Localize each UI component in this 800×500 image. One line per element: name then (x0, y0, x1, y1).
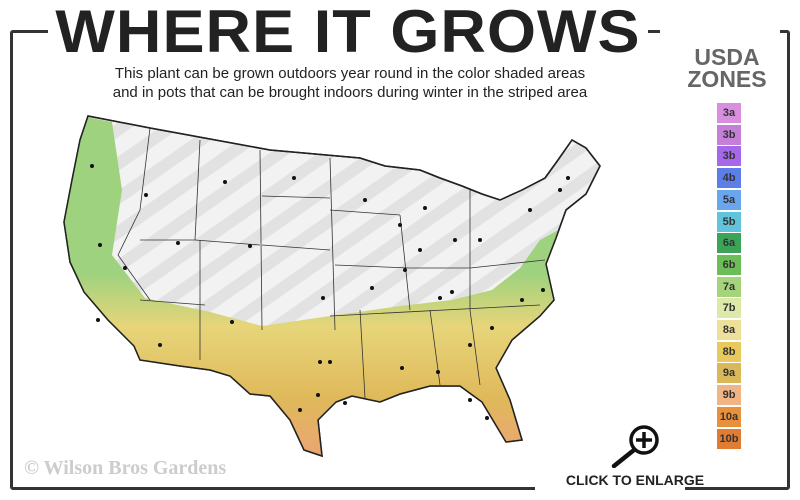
subtitle-line-2: and in pots that can be brought indoors … (112, 84, 588, 101)
legend-zone-10b: 10b (717, 428, 741, 449)
city-dot (321, 296, 325, 300)
state-border-line (329, 304, 541, 317)
city-dot (292, 176, 296, 180)
enlarge-background (535, 470, 685, 500)
copyright-watermark: © Wilson Bros Gardens (24, 457, 227, 479)
legend-zone-5b: 5b (717, 211, 741, 232)
city-dot (400, 366, 404, 370)
city-dot (398, 223, 402, 227)
page-title: WHERE IT GROWS (55, 0, 641, 65)
legend-zone-3a: 3a (717, 103, 741, 123)
city-dot (453, 238, 457, 242)
city-dots (90, 164, 570, 420)
city-dot (450, 290, 454, 294)
city-dot (485, 416, 489, 420)
state-border-line (469, 259, 546, 269)
legend-title-line-1: USDA (694, 44, 760, 70)
city-dot (176, 241, 180, 245)
city-dot (528, 208, 532, 212)
us-border (63, 115, 601, 458)
state-border-line (194, 139, 201, 241)
city-dot (566, 176, 570, 180)
title-background (48, 0, 648, 40)
subtitle: This plant can be grown outdoors year ro… (40, 64, 660, 102)
state-border-line (139, 299, 206, 306)
legend-zone-10a: 10a (717, 406, 741, 427)
city-dot (520, 298, 524, 302)
legend-title: USDA ZONES (672, 44, 782, 92)
city-dot (98, 243, 102, 247)
state-border-line (261, 195, 331, 199)
zoom-in-icon[interactable] (608, 422, 664, 468)
city-dot (468, 343, 472, 347)
state-border-line (329, 157, 336, 331)
city-dot (123, 266, 127, 270)
city-dot (230, 320, 234, 324)
legend-zone-9a: 9a (717, 363, 741, 384)
legend-zone-6a: 6a (717, 233, 741, 254)
city-dot (298, 408, 302, 412)
legend-zone-9b: 9b (717, 385, 741, 406)
state-border-line (334, 264, 411, 269)
legend-zone-3b: 3b (717, 124, 741, 145)
city-dot (90, 164, 94, 168)
city-dot (316, 393, 320, 397)
legend-zone-4b: 4b (717, 168, 741, 189)
state-border-line (139, 127, 151, 211)
legend-background (660, 20, 780, 50)
state-border-line (117, 254, 151, 301)
legend-title-line-2: ZONES (687, 66, 767, 92)
state-border-line (194, 239, 261, 246)
city-dot (158, 343, 162, 347)
legend-zone-8b: 8b (717, 341, 741, 362)
city-dot (423, 206, 427, 210)
state-border-line (117, 209, 141, 256)
city-dot (438, 296, 442, 300)
click-to-enlarge-button[interactable]: CLICK TO ENLARGE (565, 472, 705, 488)
state-border-line (469, 309, 481, 386)
city-dot (96, 318, 100, 322)
city-dot (403, 268, 407, 272)
legend-zone-6b: 6b (717, 254, 741, 275)
state-border-line (399, 214, 411, 311)
city-dot (328, 360, 332, 364)
city-dot (478, 238, 482, 242)
subtitle-line-1: This plant can be grown outdoors year ro… (114, 65, 586, 82)
city-dot (343, 401, 347, 405)
state-border-line (359, 309, 366, 399)
legend-zone-8a: 8a (717, 320, 741, 340)
legend-zone-7a: 7a (717, 276, 741, 297)
state-border-line (259, 149, 263, 331)
city-dot (223, 180, 227, 184)
legend-zone-3b: 3b (717, 146, 741, 167)
city-dot (468, 398, 472, 402)
city-dot (490, 326, 494, 330)
city-dot (558, 188, 562, 192)
state-border-line (261, 244, 331, 251)
city-dot (436, 370, 440, 374)
legend-zone-7b: 7b (717, 298, 741, 319)
state-border-line (329, 209, 401, 216)
city-dot (370, 286, 374, 290)
city-dot (318, 360, 322, 364)
city-dot (418, 248, 422, 252)
legend-zone-5a: 5a (717, 189, 741, 210)
city-dot (248, 244, 252, 248)
city-dot (144, 193, 148, 197)
city-dot (363, 198, 367, 202)
city-dot (541, 288, 545, 292)
